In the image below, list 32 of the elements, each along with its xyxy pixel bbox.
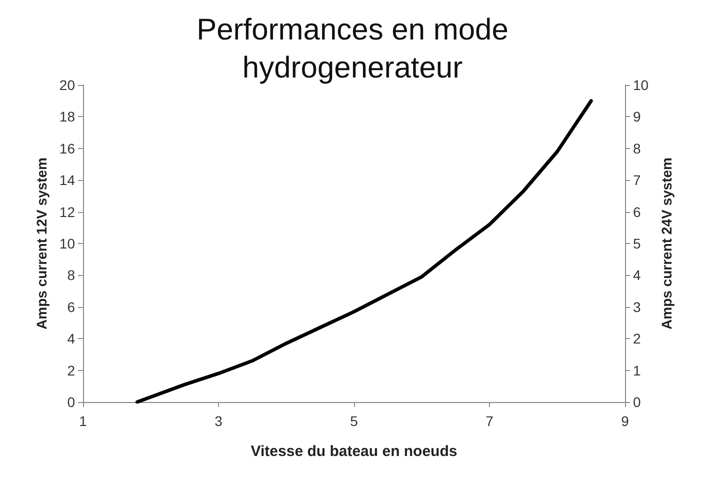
line-series (135, 99, 593, 404)
y-tick-label: 14 (59, 172, 76, 188)
y2-tick-label: 1 (633, 362, 641, 378)
x-tick-label: 5 (350, 413, 358, 429)
y-tick-label: 2 (67, 362, 76, 378)
y2-tick-label: 0 (633, 394, 641, 410)
chart-title: Performances en mode hydrogenerateur (196, 14, 508, 84)
y2-tick-label: 9 (633, 108, 641, 125)
y2-tick-label: 2 (633, 330, 641, 347)
y2-tick-label: 4 (633, 267, 641, 284)
y-tick-label: 18 (59, 108, 76, 125)
y-tick-label: 0 (67, 394, 76, 410)
y-tick-label: 20 (59, 77, 76, 93)
y-tick-label: 4 (67, 330, 76, 347)
x-tick-label: 7 (486, 413, 494, 429)
x-tick-label: 9 (621, 413, 630, 429)
y2-tick-label: 3 (633, 298, 641, 315)
y2-tick-label: 6 (633, 204, 641, 220)
y-tick-label: 8 (67, 267, 76, 284)
y-tick-label: 12 (59, 204, 76, 220)
y2-tick-label: 7 (633, 172, 641, 188)
y2-axis-title: Amps current 24V system (658, 158, 674, 330)
y-tick-label: 10 (59, 236, 76, 252)
x-tick-label: 3 (214, 413, 223, 429)
y2-tick-label: 8 (633, 140, 641, 156)
y-tick-label: 16 (59, 140, 76, 156)
y-tick-label: 6 (67, 298, 76, 315)
y2-tick-label: 10 (633, 77, 649, 93)
y2-tick-label: 5 (633, 236, 641, 252)
y-axis-title: Amps current 12V system (34, 158, 50, 330)
x-axis-title: Vitesse du bateau en noeuds (250, 443, 458, 460)
x-tick-label: 1 (79, 413, 88, 429)
